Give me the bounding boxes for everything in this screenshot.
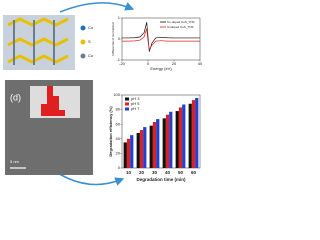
- y-tick-label: -1: [116, 57, 120, 62]
- bar: [188, 103, 192, 168]
- y-tick-label: 0: [118, 36, 121, 41]
- line: [122, 28, 200, 51]
- line: [122, 22, 200, 52]
- x-tick-label: 60: [191, 170, 197, 175]
- legend-swatch: [125, 102, 129, 106]
- arrow: [59, 2, 135, 13]
- x-tick-label: 40: [198, 61, 203, 66]
- crystal-structure: Co S Cu: [3, 15, 94, 70]
- y-tick-label: 80: [116, 107, 121, 112]
- legend-label: pH 5: [131, 101, 140, 106]
- legend-label: pH 3: [131, 96, 140, 101]
- x-tick-label: 20: [172, 61, 177, 66]
- atom-legend: Cu: [88, 53, 93, 58]
- x-tick-label: 20: [139, 170, 145, 175]
- x-tick-label: 0: [147, 61, 150, 66]
- x-tick-label: 30: [152, 170, 158, 175]
- bar: [152, 122, 157, 168]
- legend-label: Co-doped CuS_TNS: [167, 20, 195, 24]
- y-tick-label: 0: [118, 165, 121, 170]
- plot-frame: [121, 94, 201, 169]
- x-tick-label: -20: [119, 61, 126, 66]
- bar: [195, 97, 199, 168]
- panel-label: (d): [10, 92, 21, 102]
- bar: [162, 118, 166, 168]
- bar: [136, 132, 140, 168]
- bar: [130, 135, 134, 168]
- y-axis-label: Degradation efficiency (%): [108, 106, 113, 157]
- bar: [156, 119, 160, 168]
- x-axis-label: Energy (eV): [150, 66, 172, 71]
- legend-swatch: [125, 97, 129, 101]
- legend-label: Undoped CuS_TNS: [167, 25, 194, 29]
- x-tick-label: 10: [126, 170, 132, 175]
- plot-frame: [121, 17, 201, 61]
- y-tick-label: 100: [113, 92, 120, 97]
- bar: [126, 138, 131, 168]
- scale-bar-label: 5 nm: [10, 159, 20, 164]
- bar: [191, 100, 196, 168]
- bar: [178, 107, 183, 168]
- x-tick-label: 40: [165, 170, 171, 175]
- x-tick-label: 50: [178, 170, 184, 175]
- legend-swatch: [125, 107, 129, 111]
- y-axis-label: Differential of normalized: [111, 22, 115, 55]
- x-axis-label: Degradation time (min): [136, 177, 186, 182]
- atom-legend: S: [88, 39, 91, 44]
- bar: [175, 111, 179, 168]
- y-tick-label: 1: [118, 15, 121, 20]
- tem-image: (d) 5 nm: [5, 80, 93, 175]
- y-tick-label: 40: [116, 136, 121, 141]
- bar: [143, 127, 147, 168]
- y-tick-label: 60: [116, 121, 121, 126]
- atom-legend: Co: [88, 25, 94, 30]
- legend-label: pH 7: [131, 106, 140, 111]
- bar: [165, 114, 170, 168]
- bar: [182, 104, 186, 168]
- graphical-abstract: Co S Cu (d) 5 nm -20 0 20 40 -1 0 1 Co-doped Cu…: [3, 2, 203, 186]
- bar: [123, 142, 127, 168]
- bar: [169, 111, 173, 168]
- bar: [139, 130, 144, 168]
- y-tick-label: 20: [116, 150, 121, 155]
- bar: [149, 125, 153, 168]
